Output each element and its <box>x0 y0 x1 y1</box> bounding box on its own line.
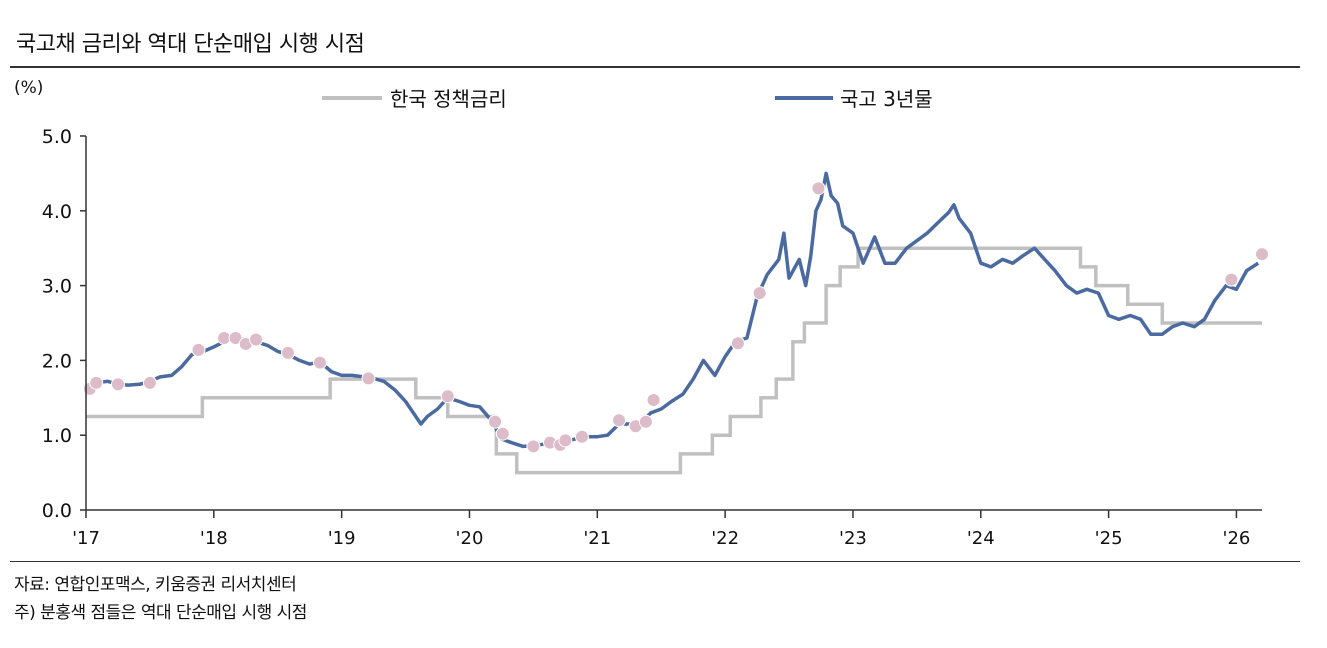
purchase-point <box>110 377 125 392</box>
x-tick-label: '18 <box>200 528 228 549</box>
purchase-point <box>526 439 541 454</box>
legend: 한국 정책금리 국고 3년물 <box>322 87 933 111</box>
y-tick-label: 5.0 <box>42 126 72 148</box>
footer-rule <box>10 561 1300 562</box>
legend-label-bond: 국고 3년물 <box>840 87 933 111</box>
purchase-point <box>574 429 589 444</box>
purchase-point <box>89 375 104 390</box>
x-tick-label: '19 <box>328 528 356 549</box>
purchase-point <box>1255 247 1269 262</box>
legend-label-policy: 한국 정책금리 <box>390 87 507 111</box>
x-tick-label: '17 <box>72 528 100 549</box>
purchase-point <box>638 414 653 429</box>
x-tick-label: '22 <box>711 528 739 549</box>
y-tick-label: 2.0 <box>42 350 72 372</box>
purchase-points-layer <box>82 181 1269 454</box>
y-tick-label: 0.0 <box>42 500 72 522</box>
y-tick-label: 3.0 <box>42 276 72 298</box>
x-tick-label: '25 <box>1095 528 1123 549</box>
purchase-point <box>312 355 327 370</box>
purchase-point <box>280 345 295 360</box>
purchase-point <box>1224 272 1239 287</box>
purchase-point <box>361 371 376 386</box>
x-tick-label: '24 <box>967 528 995 549</box>
x-tick-label: '20 <box>456 528 484 549</box>
x-tick-label: '23 <box>839 528 867 549</box>
purchase-point <box>228 330 243 345</box>
x-tick-label: '21 <box>583 528 611 549</box>
purchase-point <box>612 413 627 428</box>
purchase-point <box>191 342 206 357</box>
axes-layer: (%) 0.0 1.0 2.0 3.0 4.0 5.0 '17 '18 '19 '20 '21 '22 '… <box>14 78 1262 549</box>
title-rule <box>10 66 1300 68</box>
purchase-point <box>488 414 503 429</box>
caveat-note: 주) 분홍색 점들은 역대 단순매입 시행 시점 <box>14 603 307 623</box>
purchase-point <box>249 332 264 347</box>
bond-yield-line <box>85 171 1260 449</box>
policy-rate-line <box>86 246 1262 475</box>
chart-area: (%) 0.0 1.0 2.0 3.0 4.0 5.0 '17 '18 '19 '20 '21 '22 '… <box>14 78 1269 549</box>
purchase-point <box>495 426 510 441</box>
purchase-point <box>730 336 745 351</box>
purchase-point <box>440 389 455 404</box>
bond-yield-layer <box>85 171 1260 449</box>
y-tick-label: 4.0 <box>42 201 72 223</box>
purchase-point <box>811 181 826 196</box>
purchase-point <box>558 433 573 448</box>
chart-title: 국고채 금리와 역대 단순매입 시행 시점 <box>16 32 365 57</box>
x-tick-label: '26 <box>1223 528 1251 549</box>
policy-rate-layer <box>86 246 1262 475</box>
purchase-point <box>752 286 767 301</box>
y-unit-label: (%) <box>14 78 43 98</box>
purchase-point <box>142 375 157 390</box>
purchase-point <box>646 393 661 408</box>
source-note: 자료: 연합인포맥스, 키움증권 리서치센터 <box>14 575 297 595</box>
y-tick-label: 1.0 <box>42 425 72 447</box>
